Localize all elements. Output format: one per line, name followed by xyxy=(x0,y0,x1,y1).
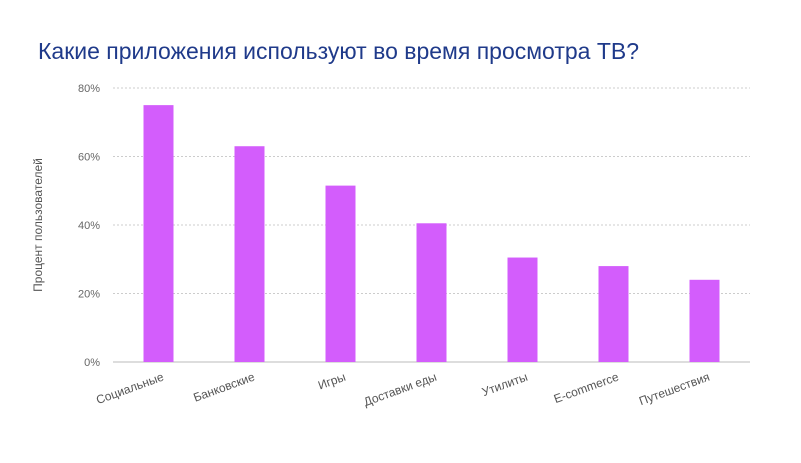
x-tick-label: Утилиты xyxy=(480,370,530,399)
bar xyxy=(598,266,629,362)
bar xyxy=(325,185,356,362)
x-tick-label: Социальные xyxy=(94,370,166,407)
y-tick-label: 80% xyxy=(78,83,100,95)
chart-title: Какие приложения используют во время про… xyxy=(38,38,640,64)
x-tick-label: Банковские xyxy=(191,370,256,405)
y-axis-ticks: 0% 20% 40% 60% 80% xyxy=(78,83,100,369)
bar xyxy=(507,257,538,362)
y-axis-title: Процент пользователей xyxy=(31,158,45,292)
y-tick-label: 40% xyxy=(78,220,100,232)
y-tick-label: 60% xyxy=(78,152,100,164)
bar xyxy=(416,223,447,362)
x-axis-labels: Социальные Банковские Игры Доставки еды Утил… xyxy=(94,370,711,409)
bars xyxy=(143,105,720,362)
bar xyxy=(689,279,720,362)
bar xyxy=(234,146,265,362)
x-tick-label: Доставки еды xyxy=(362,370,439,409)
bar xyxy=(143,105,174,362)
y-tick-label: 20% xyxy=(78,289,100,301)
x-tick-label: Путешествия xyxy=(637,370,711,408)
y-tick-label: 0% xyxy=(84,357,100,369)
x-tick-label: Игры xyxy=(316,370,347,393)
x-tick-label: E-commerce xyxy=(552,370,621,407)
